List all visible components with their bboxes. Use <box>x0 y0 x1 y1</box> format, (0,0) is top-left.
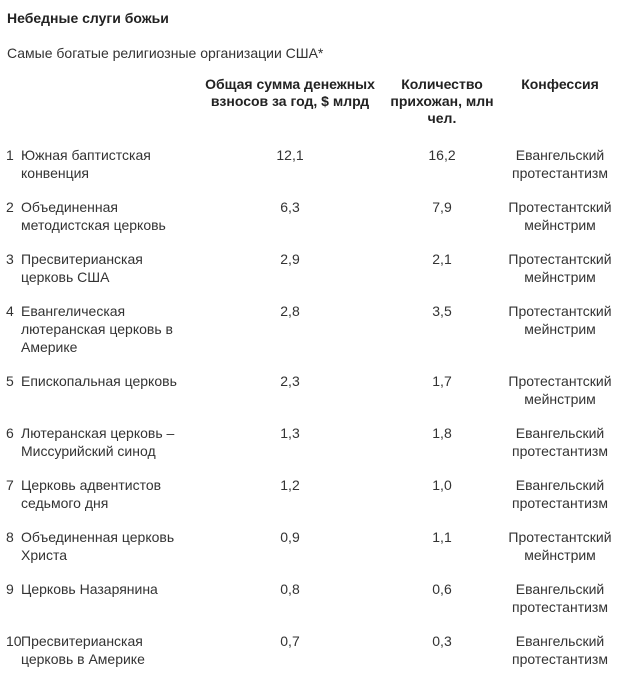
row-number: 1 <box>6 147 14 163</box>
header-confession: Конфессия <box>521 76 599 92</box>
members-count: 16,2 <box>428 147 456 163</box>
donations-sum: 2,8 <box>280 303 300 319</box>
organization-name: Епископальная церковь <box>21 373 177 389</box>
members-count: 1,8 <box>432 425 452 441</box>
organization-name: Объединенная церковь Христа <box>21 529 175 563</box>
organization-name: Церковь адвентистов седьмого дня <box>21 477 162 511</box>
row-number: 8 <box>6 529 14 545</box>
members-count: 7,9 <box>432 199 452 215</box>
row-number: 2 <box>6 199 14 215</box>
confession: Протестантский мейнстрим <box>508 303 612 337</box>
row-number: 9 <box>6 581 14 597</box>
table-subtitle: Самые богатые религиозные организации СШ… <box>7 45 324 61</box>
members-count: 1,7 <box>432 373 452 389</box>
header-sum: Общая сумма денежных взносов за год, $ м… <box>205 76 375 109</box>
row-number: 5 <box>6 373 14 389</box>
organization-name: Лютеранская церковь – Миссурийский синод <box>21 425 175 459</box>
donations-sum: 6,3 <box>280 199 300 215</box>
members-count: 0,3 <box>432 633 452 649</box>
donations-sum: 2,9 <box>280 251 300 267</box>
confession: Евангельский протестантизм <box>512 147 608 181</box>
organization-name: Церковь Назарянина <box>21 581 158 597</box>
confession: Евангельский протестантизм <box>512 581 608 615</box>
organization-name: Пресвитерианская церковь США <box>21 251 143 285</box>
confession: Протестантский мейнстрим <box>508 529 612 563</box>
row-number: 3 <box>6 251 14 267</box>
row-number: 4 <box>6 303 14 319</box>
donations-sum: 12,1 <box>276 147 304 163</box>
donations-sum: 1,2 <box>280 477 300 493</box>
donations-sum: 1,3 <box>280 425 300 441</box>
row-number: 6 <box>6 425 14 441</box>
organization-name: Объединенная методистская церковь <box>21 199 166 233</box>
confession: Евангельский протестантизм <box>512 425 608 459</box>
row-number: 10 <box>6 633 22 649</box>
donations-sum: 0,7 <box>280 633 300 649</box>
header-count: Количество прихожан, млн чел. <box>390 76 494 126</box>
members-count: 2,1 <box>432 251 452 267</box>
donations-sum: 2,3 <box>280 373 300 389</box>
donations-sum: 0,9 <box>280 529 300 545</box>
confession: Протестантский мейнстрим <box>508 199 612 233</box>
organization-name: Южная баптистская конвенция <box>21 147 151 181</box>
confession: Евангельский протестантизм <box>512 477 608 511</box>
donations-sum: 0,8 <box>280 581 300 597</box>
confession: Протестантский мейнстрим <box>508 373 612 407</box>
members-count: 1,0 <box>432 477 452 493</box>
confession: Протестантский мейнстрим <box>508 251 612 285</box>
page-title: Небедные слуги божьи <box>7 10 169 26</box>
confession: Евангельский протестантизм <box>512 633 608 667</box>
organization-name: Пресвитерианская церковь в Америке <box>21 633 145 667</box>
organization-name: Евангелическая лютеранская церковь в Аме… <box>21 303 173 355</box>
members-count: 3,5 <box>432 303 452 319</box>
row-number: 7 <box>6 477 14 493</box>
members-count: 1,1 <box>432 529 452 545</box>
members-count: 0,6 <box>432 581 452 597</box>
